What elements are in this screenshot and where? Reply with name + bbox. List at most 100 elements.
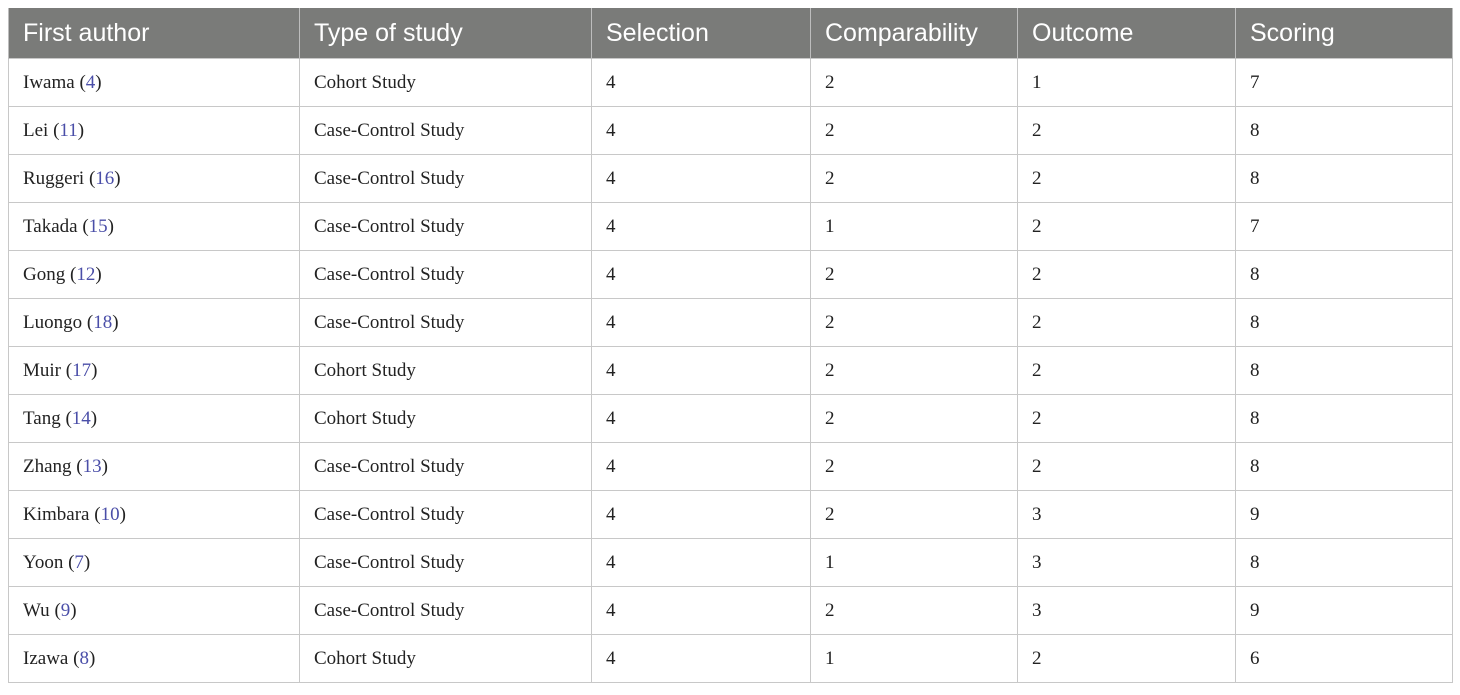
author-name: Tang (23, 407, 61, 429)
cell-outcome: 3 (1017, 586, 1236, 635)
author-name: Luongo (23, 311, 83, 333)
cell-comparability: 2 (810, 394, 1018, 443)
cell-scoring: 8 (1235, 394, 1453, 443)
cell-type: Case-Control Study (299, 442, 592, 491)
cell-type: Case-Control Study (299, 202, 592, 251)
table-row: Lei (11) Case-Control Study 4 2 2 8 (8, 106, 1453, 155)
reference-link[interactable]: 4 (85, 71, 96, 93)
cell-scoring: 8 (1235, 106, 1453, 155)
header-type-of-study: Type of study (299, 8, 592, 59)
cell-first-author: Iwama (4) (8, 58, 300, 107)
study-quality-table-container: First author Type of study Selection Com… (8, 8, 1453, 683)
author-name: Iwama (23, 71, 75, 93)
cell-scoring: 8 (1235, 298, 1453, 347)
cell-comparability: 1 (810, 538, 1018, 587)
cell-type: Case-Control Study (299, 490, 592, 539)
cell-type: Cohort Study (299, 634, 592, 683)
cell-outcome: 2 (1017, 154, 1236, 203)
cell-comparability: 2 (810, 586, 1018, 635)
author-name: Ruggeri (23, 167, 85, 189)
cell-scoring: 6 (1235, 634, 1453, 683)
cell-type: Case-Control Study (299, 538, 592, 587)
reference-link[interactable]: 7 (74, 551, 84, 573)
cell-outcome: 1 (1017, 58, 1236, 107)
table-row: Kimbara (10) Case-Control Study 4 2 3 9 (8, 490, 1453, 539)
reference-link[interactable]: 12 (76, 263, 96, 285)
author-name: Muir (23, 359, 61, 381)
cell-comparability: 2 (810, 250, 1018, 299)
cell-comparability: 2 (810, 58, 1018, 107)
cell-selection: 4 (591, 586, 811, 635)
cell-comparability: 2 (810, 346, 1018, 395)
author-name: Wu (23, 599, 50, 621)
reference-link[interactable]: 9 (60, 599, 71, 621)
cell-selection: 4 (591, 154, 811, 203)
cell-outcome: 2 (1017, 634, 1236, 683)
cell-outcome: 3 (1017, 490, 1236, 539)
author-name: Yoon (23, 551, 64, 573)
cell-scoring: 8 (1235, 346, 1453, 395)
cell-first-author: Takada (15) (8, 202, 300, 251)
table-row: Takada (15) Case-Control Study 4 1 2 7 (8, 202, 1453, 251)
reference-link[interactable]: 18 (93, 311, 113, 333)
cell-type: Case-Control Study (299, 106, 592, 155)
reference-link[interactable]: 15 (88, 215, 108, 237)
table-row: Zhang (13) Case-Control Study 4 2 2 8 (8, 442, 1453, 491)
table-row: Luongo (18) Case-Control Study 4 2 2 8 (8, 298, 1453, 347)
reference-link[interactable]: 8 (79, 647, 89, 669)
study-quality-table: First author Type of study Selection Com… (8, 8, 1453, 683)
cell-selection: 4 (591, 490, 811, 539)
table-row: Wu (9) Case-Control Study 4 2 3 9 (8, 586, 1453, 635)
cell-first-author: Luongo (18) (8, 298, 300, 347)
reference-link[interactable]: 10 (100, 503, 120, 525)
reference-link[interactable]: 13 (82, 455, 102, 477)
cell-first-author: Lei (11) (8, 106, 300, 155)
author-name: Takada (23, 215, 78, 237)
author-name: Kimbara (23, 503, 90, 525)
table-body: Iwama (4) Cohort Study 4 2 1 7 Lei (11) Case-Co… (8, 58, 1453, 683)
cell-outcome: 3 (1017, 538, 1236, 587)
cell-comparability: 2 (810, 442, 1018, 491)
cell-type: Case-Control Study (299, 154, 592, 203)
author-name: Lei (23, 119, 49, 141)
header-comparability: Comparability (810, 8, 1018, 59)
reference-link[interactable]: 17 (72, 359, 92, 381)
header-scoring: Scoring (1235, 8, 1453, 59)
cell-outcome: 2 (1017, 442, 1236, 491)
header-first-author: First author (8, 8, 300, 59)
cell-first-author: Izawa (8) (8, 634, 300, 683)
author-name: Gong (23, 263, 66, 285)
author-name: Zhang (23, 455, 72, 477)
cell-first-author: Ruggeri (16) (8, 154, 300, 203)
reference-link[interactable]: 16 (95, 167, 115, 189)
cell-scoring: 8 (1235, 250, 1453, 299)
reference-link[interactable]: 14 (71, 407, 91, 429)
table-row: Yoon (7) Case-Control Study 4 1 3 8 (8, 538, 1453, 587)
cell-selection: 4 (591, 346, 811, 395)
cell-type: Case-Control Study (299, 586, 592, 635)
cell-outcome: 2 (1017, 298, 1236, 347)
cell-scoring: 8 (1235, 154, 1453, 203)
table-row: Ruggeri (16) Case-Control Study 4 2 2 8 (8, 154, 1453, 203)
header-selection: Selection (591, 8, 811, 59)
reference-link[interactable]: 11 (59, 119, 78, 141)
cell-outcome: 2 (1017, 202, 1236, 251)
cell-selection: 4 (591, 442, 811, 491)
cell-comparability: 2 (810, 490, 1018, 539)
cell-first-author: Tang (14) (8, 394, 300, 443)
cell-outcome: 2 (1017, 346, 1236, 395)
table-row: Gong (12) Case-Control Study 4 2 2 8 (8, 250, 1453, 299)
cell-first-author: Wu (9) (8, 586, 300, 635)
cell-scoring: 7 (1235, 58, 1453, 107)
cell-type: Cohort Study (299, 394, 592, 443)
cell-type: Case-Control Study (299, 298, 592, 347)
cell-selection: 4 (591, 202, 811, 251)
cell-scoring: 9 (1235, 586, 1453, 635)
cell-type: Case-Control Study (299, 250, 592, 299)
cell-comparability: 2 (810, 298, 1018, 347)
header-outcome: Outcome (1017, 8, 1236, 59)
cell-selection: 4 (591, 538, 811, 587)
cell-selection: 4 (591, 106, 811, 155)
cell-first-author: Zhang (13) (8, 442, 300, 491)
header-row: First author Type of study Selection Com… (8, 8, 1453, 59)
